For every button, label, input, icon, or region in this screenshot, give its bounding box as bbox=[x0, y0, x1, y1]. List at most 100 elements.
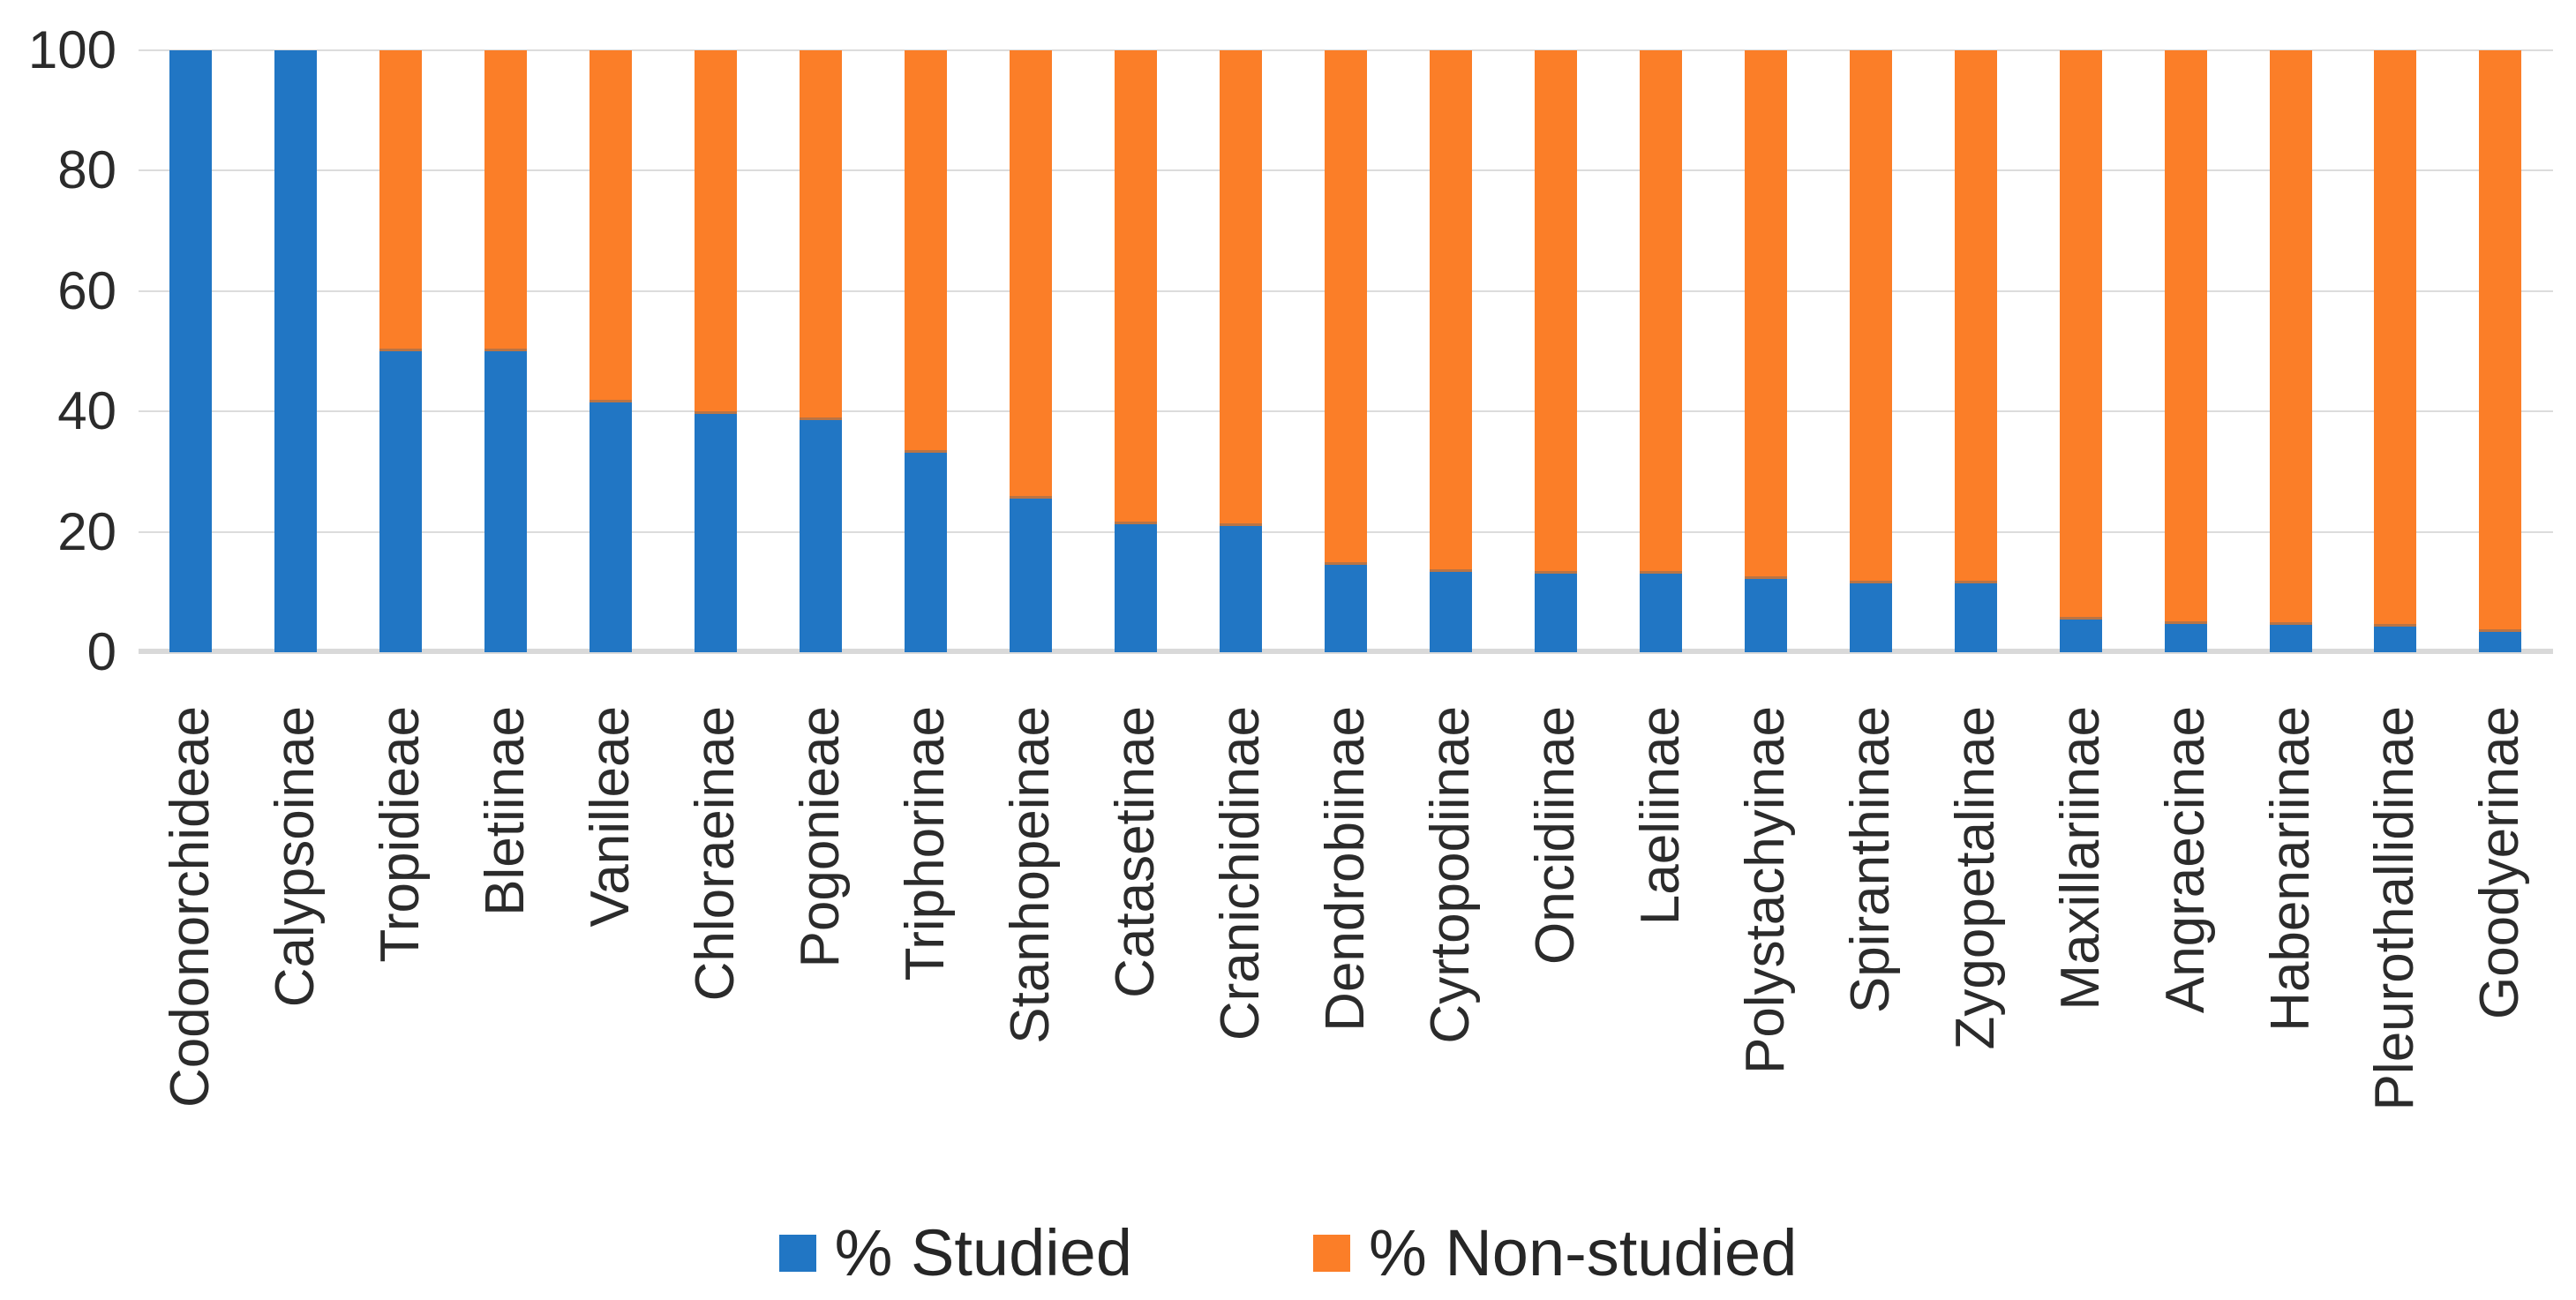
bar-segment-studied bbox=[1010, 499, 1053, 652]
bar-segment-studied bbox=[379, 351, 423, 652]
bar-cell bbox=[1713, 50, 1818, 652]
stacked-bar bbox=[1744, 50, 1787, 652]
category-label-cell: Spiranthinae bbox=[1818, 706, 1923, 1280]
category-label-cell: Vanilleae bbox=[559, 706, 664, 1280]
category-label: Tropidieae bbox=[370, 706, 432, 963]
bar-segment-non-studied bbox=[2269, 50, 2312, 625]
bar-cell bbox=[769, 50, 874, 652]
bar-segment-studied bbox=[1115, 524, 1158, 652]
category-label-cell: Cranichidinae bbox=[1189, 706, 1294, 1280]
bars-container bbox=[139, 50, 2553, 652]
bar-segment-studied bbox=[484, 351, 528, 652]
bar-segment-studied bbox=[2374, 626, 2417, 652]
bar-segment-non-studied bbox=[1849, 50, 1892, 583]
bar-segment-studied bbox=[169, 50, 213, 652]
bar-segment-non-studied bbox=[1115, 50, 1158, 525]
y-axis-tick-label: 100 bbox=[27, 20, 116, 79]
category-label-cell: Polystachyinae bbox=[1713, 706, 1818, 1280]
y-axis-tick-label: 20 bbox=[57, 501, 116, 561]
category-label-cell: Zygopetalinae bbox=[1923, 706, 2028, 1280]
stacked-bar bbox=[590, 50, 633, 652]
category-label-cell: Stanhopeinae bbox=[979, 706, 1084, 1280]
category-label-cell: Oncidiinae bbox=[1503, 706, 1608, 1280]
bar-segment-studied bbox=[1954, 583, 1997, 652]
category-label: Polystachyinae bbox=[1734, 706, 1796, 1075]
category-label: Pleurothallidinae bbox=[2364, 706, 2426, 1111]
category-label-cell: Cyrtopodiinae bbox=[1398, 706, 1503, 1280]
legend-swatch-icon bbox=[1312, 1235, 1350, 1272]
bar-cell bbox=[664, 50, 769, 652]
category-label: Dendrobiinae bbox=[1314, 706, 1376, 1032]
bar-segment-studied bbox=[800, 419, 843, 652]
bar-cell bbox=[1923, 50, 2028, 652]
stacked-bar bbox=[2059, 50, 2102, 652]
y-axis-tick-label: 80 bbox=[57, 140, 116, 200]
category-label-cell: Angraecinae bbox=[2133, 706, 2238, 1280]
category-label: Calypsoinae bbox=[265, 706, 327, 1008]
bar-cell bbox=[1818, 50, 1923, 652]
category-label: Zygopetalinae bbox=[1944, 706, 2006, 1050]
category-label: Oncidiinae bbox=[1524, 706, 1586, 965]
bar-segment-non-studied bbox=[484, 50, 528, 351]
category-label: Maxillariinae bbox=[2049, 706, 2111, 1011]
bar-cell bbox=[2343, 50, 2448, 652]
legend: % Studied % Non-studied bbox=[0, 1211, 2576, 1296]
bar-segment-studied bbox=[905, 453, 948, 652]
bar-segment-non-studied bbox=[379, 50, 423, 351]
bar-segment-non-studied bbox=[1534, 50, 1577, 574]
category-label-cell: Pleurothallidinae bbox=[2343, 706, 2448, 1280]
stacked-bar bbox=[1534, 50, 1577, 652]
category-label: Pogonieae bbox=[790, 706, 852, 968]
category-label-cell: Triphorinae bbox=[874, 706, 979, 1280]
stacked-bar bbox=[1010, 50, 1053, 652]
category-label: Habenariinae bbox=[2259, 706, 2321, 1032]
stacked-bar bbox=[800, 50, 843, 652]
bar-cell bbox=[874, 50, 979, 652]
bar-cell bbox=[559, 50, 664, 652]
bar-cell bbox=[1398, 50, 1503, 652]
category-label-cell: Tropidieae bbox=[349, 706, 454, 1280]
bar-cell bbox=[979, 50, 1084, 652]
bar-cell bbox=[2133, 50, 2238, 652]
category-label-cell: Maxillariinae bbox=[2028, 706, 2133, 1280]
category-label: Goodyerinae bbox=[2469, 706, 2531, 1020]
category-label: Angraecinae bbox=[2154, 706, 2216, 1014]
bar-segment-studied bbox=[2479, 631, 2522, 652]
stacked-bar bbox=[695, 50, 738, 652]
stacked-bar bbox=[1429, 50, 1472, 652]
bar-segment-non-studied bbox=[1010, 50, 1053, 500]
bar-cell bbox=[1503, 50, 1608, 652]
bar-cell bbox=[139, 50, 244, 652]
x-axis-category-labels: Codonorchideae Calypsoinae Tropidieae Bleti… bbox=[139, 706, 2553, 1280]
category-label: Vanilleae bbox=[580, 706, 642, 928]
stacked-bar bbox=[1639, 50, 1682, 652]
category-label-cell: Catasetinae bbox=[1084, 706, 1189, 1280]
category-label-row: Codonorchideae Calypsoinae Tropidieae Bleti… bbox=[139, 706, 2553, 1280]
y-axis-tick-label: 60 bbox=[57, 260, 116, 320]
stacked-bar bbox=[1954, 50, 1997, 652]
category-label-cell: Dendrobiinae bbox=[1293, 706, 1398, 1280]
bar-segment-non-studied bbox=[695, 50, 738, 414]
bar-segment-studied bbox=[1220, 526, 1262, 652]
category-label: Codonorchideae bbox=[160, 706, 222, 1108]
bar-segment-studied bbox=[274, 50, 318, 652]
stacked-bar bbox=[2479, 50, 2522, 652]
bar-segment-studied bbox=[1324, 565, 1367, 652]
bar-segment-studied bbox=[2269, 624, 2312, 652]
legend-item: % Studied bbox=[778, 1215, 1132, 1291]
stacked-bar bbox=[905, 50, 948, 652]
bar-cell bbox=[2238, 50, 2343, 652]
legend-label: % Non-studied bbox=[1368, 1216, 1798, 1289]
stacked-bar bbox=[1115, 50, 1158, 652]
category-label: Stanhopeinae bbox=[1000, 706, 1062, 1044]
bar-segment-non-studied bbox=[1324, 50, 1367, 566]
bar-segment-non-studied bbox=[1744, 50, 1787, 579]
bar-cell bbox=[1293, 50, 1398, 652]
category-label-cell: Bletiinae bbox=[454, 706, 559, 1280]
stacked-bar bbox=[484, 50, 528, 652]
y-axis-tick-label: 40 bbox=[57, 381, 116, 441]
category-label-cell: Codonorchideae bbox=[139, 706, 244, 1280]
legend-swatch-icon bbox=[778, 1235, 816, 1272]
bar-cell bbox=[1084, 50, 1189, 652]
